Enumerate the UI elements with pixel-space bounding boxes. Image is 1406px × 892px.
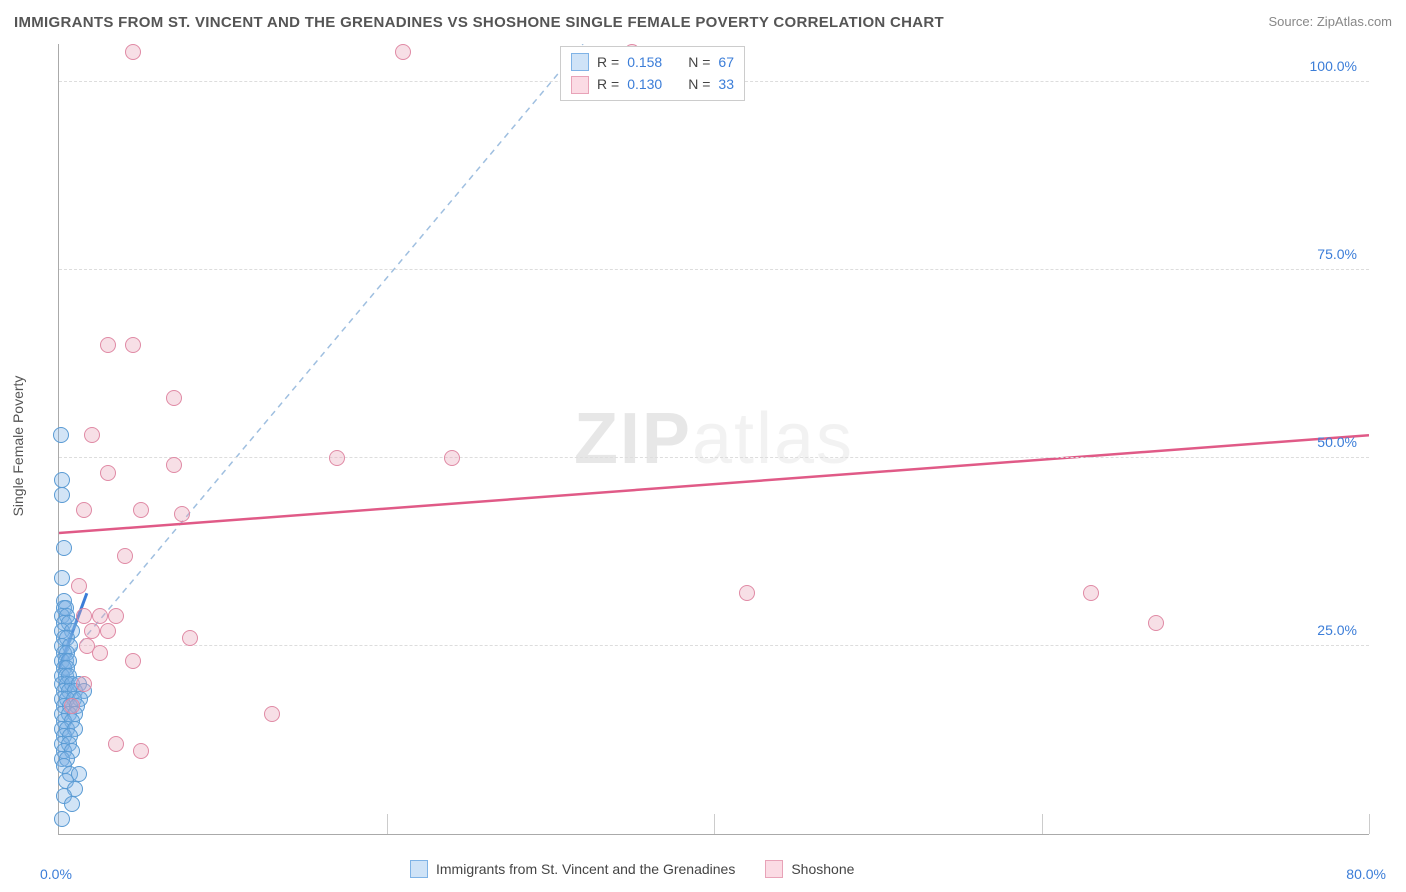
y-tick-label: 25.0% bbox=[1317, 622, 1357, 638]
legend-label: Shoshone bbox=[791, 861, 854, 877]
legend-swatch bbox=[410, 860, 428, 878]
data-point bbox=[54, 570, 70, 586]
data-point bbox=[739, 585, 755, 601]
tick-v bbox=[1042, 814, 1043, 834]
data-point bbox=[100, 465, 116, 481]
legend-series: Immigrants from St. Vincent and the Gren… bbox=[410, 860, 854, 878]
data-point bbox=[76, 502, 92, 518]
data-point bbox=[1083, 585, 1099, 601]
data-point bbox=[84, 427, 100, 443]
data-point bbox=[54, 472, 70, 488]
data-point bbox=[395, 44, 411, 60]
y-axis-label: Single Female Poverty bbox=[10, 376, 26, 517]
data-point bbox=[166, 457, 182, 473]
legend-correlation: R = 0.158 N = 67 R = 0.130 N = 33 bbox=[560, 46, 745, 101]
data-point bbox=[64, 796, 80, 812]
legend-label: Immigrants from St. Vincent and the Gren… bbox=[436, 861, 735, 877]
grid-line-h bbox=[59, 645, 1369, 646]
data-point bbox=[133, 743, 149, 759]
legend-swatch bbox=[765, 860, 783, 878]
data-point bbox=[444, 450, 460, 466]
legend-swatch bbox=[571, 53, 589, 71]
data-point bbox=[125, 44, 141, 60]
data-point bbox=[64, 698, 80, 714]
trend-lines-overlay bbox=[59, 44, 1369, 834]
plot-area: ZIPatlas 25.0% 50.0% 75.0% 100.0% bbox=[58, 44, 1369, 835]
data-point bbox=[53, 427, 69, 443]
data-point bbox=[84, 623, 100, 639]
tick-v bbox=[1369, 814, 1370, 834]
data-point bbox=[174, 506, 190, 522]
y-tick-label: 50.0% bbox=[1317, 434, 1357, 450]
correlation-chart: IMMIGRANTS FROM ST. VINCENT AND THE GREN… bbox=[0, 0, 1406, 892]
data-point bbox=[125, 337, 141, 353]
x-tick-min: 0.0% bbox=[40, 866, 72, 882]
grid-line-h bbox=[59, 457, 1369, 458]
data-point bbox=[166, 390, 182, 406]
data-point bbox=[125, 653, 141, 669]
data-point bbox=[54, 811, 70, 827]
data-point bbox=[264, 706, 280, 722]
data-point bbox=[56, 540, 72, 556]
data-point bbox=[117, 548, 133, 564]
source-label: Source: ZipAtlas.com bbox=[1268, 14, 1392, 29]
data-point bbox=[133, 502, 149, 518]
y-tick-label: 75.0% bbox=[1317, 246, 1357, 262]
trend-line bbox=[59, 44, 583, 668]
data-point bbox=[76, 608, 92, 624]
watermark: ZIPatlas bbox=[574, 398, 854, 480]
data-point bbox=[54, 487, 70, 503]
legend-row: R = 0.130 N = 33 bbox=[571, 73, 734, 95]
data-point bbox=[182, 630, 198, 646]
trend-line bbox=[59, 435, 1369, 533]
legend-swatch bbox=[571, 76, 589, 94]
data-point bbox=[108, 736, 124, 752]
x-tick-max: 80.0% bbox=[1346, 866, 1386, 882]
data-point bbox=[71, 578, 87, 594]
data-point bbox=[76, 676, 92, 692]
tick-v bbox=[387, 814, 388, 834]
data-point bbox=[100, 337, 116, 353]
tick-v bbox=[714, 814, 715, 834]
legend-item: Immigrants from St. Vincent and the Gren… bbox=[410, 860, 735, 878]
chart-title: IMMIGRANTS FROM ST. VINCENT AND THE GREN… bbox=[14, 14, 944, 31]
data-point bbox=[100, 623, 116, 639]
y-tick-label: 100.0% bbox=[1310, 58, 1357, 74]
legend-item: Shoshone bbox=[765, 860, 854, 878]
data-point bbox=[92, 608, 108, 624]
data-point bbox=[92, 645, 108, 661]
legend-row: R = 0.158 N = 67 bbox=[571, 51, 734, 73]
data-point bbox=[108, 608, 124, 624]
grid-line-h bbox=[59, 269, 1369, 270]
data-point bbox=[329, 450, 345, 466]
data-point bbox=[1148, 615, 1164, 631]
